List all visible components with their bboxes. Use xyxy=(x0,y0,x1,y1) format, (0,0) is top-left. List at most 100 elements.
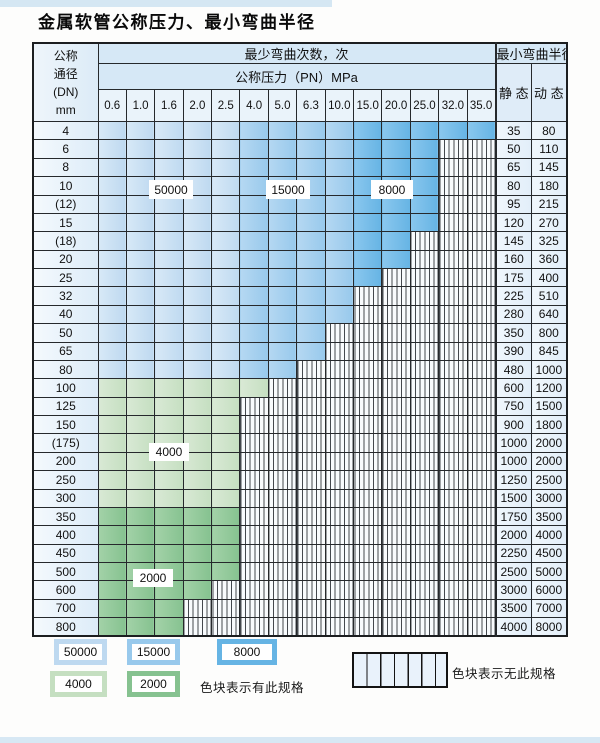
no-spec-cell xyxy=(324,525,355,545)
cycle-cell-4000 xyxy=(211,451,241,472)
cycle-cell-15000 xyxy=(267,157,298,178)
cycle-cell-4000 xyxy=(211,470,241,490)
static-radius-cell: 390 xyxy=(494,341,533,361)
cycle-cell-4000 xyxy=(97,433,127,453)
cycle-cell-50000 xyxy=(211,212,241,233)
dn-cell: 250 xyxy=(32,470,99,490)
legend-no-spec-text: 色块表示无此规格 xyxy=(452,667,557,681)
no-spec-cell xyxy=(409,525,440,545)
no-spec-cell xyxy=(324,580,355,600)
cycle-cell-8000 xyxy=(353,194,383,214)
cycle-cell-15000 xyxy=(296,341,326,361)
table-row: 500 2500 5000 xyxy=(32,561,568,582)
cycle-cell-50000 xyxy=(182,139,213,159)
no-spec-cell xyxy=(381,286,411,306)
bend-cycles-header: 最少弯曲次数，次 xyxy=(97,42,497,64)
dn-cell: (12) xyxy=(32,194,99,214)
table-row: 4 35 80 xyxy=(32,120,568,141)
dn-cell: (175) xyxy=(32,433,99,453)
cycle-cell-8000 xyxy=(381,157,411,178)
cycle-cell-15000 xyxy=(324,212,355,233)
no-spec-cell xyxy=(324,323,355,343)
table-row: 65 390 845 xyxy=(32,341,568,361)
legend-no-spec-swatch xyxy=(352,652,448,688)
static-radius-cell: 480 xyxy=(494,359,533,380)
no-spec-cell xyxy=(353,451,383,472)
no-spec-cell xyxy=(438,580,468,600)
cycle-cell-50000 xyxy=(211,194,241,214)
no-spec-cell xyxy=(381,451,411,472)
no-spec-cell xyxy=(466,396,497,417)
cycle-cell-4000 xyxy=(97,396,127,417)
cycle-cell-8000 xyxy=(381,212,411,233)
cycle-cell-15000 xyxy=(239,176,269,196)
no-spec-cell xyxy=(438,157,468,178)
dynamic-radius-header: 动 态 xyxy=(531,63,568,122)
no-spec-cell xyxy=(381,341,411,361)
dynamic-radius-cell: 7000 xyxy=(531,598,568,619)
no-spec-cell xyxy=(409,323,440,343)
dn-cell: 800 xyxy=(32,617,99,637)
static-radius-cell: 4000 xyxy=(494,617,533,637)
no-spec-cell xyxy=(466,470,497,490)
no-spec-cell xyxy=(324,470,355,490)
cycle-cell-8000 xyxy=(353,139,383,159)
cycle-cell-50000 xyxy=(97,304,127,325)
no-spec-cell xyxy=(466,249,497,270)
no-spec-cell xyxy=(296,451,326,472)
dynamic-radius-cell: 3500 xyxy=(531,506,568,527)
no-spec-cell xyxy=(466,157,497,178)
cycle-cell-8000 xyxy=(353,212,383,233)
cycle-cell-15000 xyxy=(239,157,269,178)
no-spec-cell xyxy=(324,396,355,417)
no-spec-cell xyxy=(353,470,383,490)
cycle-cell-50000 xyxy=(97,157,127,178)
cycle-cell-50000 xyxy=(211,120,241,141)
cycle-cell-8000 xyxy=(438,120,468,141)
no-spec-cell xyxy=(296,598,326,619)
cycle-cell-50000 xyxy=(154,323,184,343)
cycle-cell-50000 xyxy=(154,157,184,178)
no-spec-cell xyxy=(409,580,440,600)
cycle-cell-4000 xyxy=(125,488,156,508)
cycle-cell-2000 xyxy=(125,598,156,619)
dynamic-radius-cell: 3000 xyxy=(531,488,568,508)
no-spec-cell xyxy=(324,617,355,637)
no-spec-cell xyxy=(466,598,497,619)
no-spec-cell xyxy=(296,543,326,564)
no-spec-cell xyxy=(267,470,298,490)
dynamic-radius-cell: 5000 xyxy=(531,561,568,582)
table-row: 8 65 145 xyxy=(32,157,568,178)
cycle-cell-4000 xyxy=(211,378,241,398)
cycle-cell-50000 xyxy=(211,359,241,380)
cycle-cell-15000 xyxy=(324,286,355,306)
no-spec-cell xyxy=(381,525,411,545)
cycle-cell-4000 xyxy=(154,378,184,398)
dynamic-radius-cell: 360 xyxy=(531,249,568,270)
cycle-cell-15000 xyxy=(267,267,298,288)
cycle-cell-50000 xyxy=(211,157,241,178)
no-spec-cell xyxy=(466,323,497,343)
dn-cell: 10 xyxy=(32,176,99,196)
no-spec-cell xyxy=(239,580,269,600)
table-row: 700 3500 7000 xyxy=(32,598,568,619)
no-spec-cell xyxy=(211,598,241,619)
no-spec-cell xyxy=(239,433,269,453)
no-spec-cell xyxy=(211,580,241,600)
dynamic-radius-cell: 80 xyxy=(531,120,568,141)
legend-has-spec-text: 色块表示有此规格 xyxy=(200,681,305,695)
cycle-cell-50000 xyxy=(154,120,184,141)
no-spec-cell xyxy=(353,304,383,325)
cycle-cell-15000 xyxy=(239,249,269,270)
cycle-cell-2000 xyxy=(182,506,213,527)
dynamic-radius-cell: 1500 xyxy=(531,396,568,417)
no-spec-cell xyxy=(267,488,298,508)
static-radius-cell: 225 xyxy=(494,286,533,306)
table-row: (18) 145 325 xyxy=(32,231,568,251)
cycle-cell-4000 xyxy=(211,488,241,508)
legend-swatch-15000-label: 15000 xyxy=(132,644,175,660)
cycle-cell-50000 xyxy=(97,120,127,141)
no-spec-cell xyxy=(438,267,468,288)
no-spec-cell xyxy=(353,378,383,398)
no-spec-cell xyxy=(353,598,383,619)
